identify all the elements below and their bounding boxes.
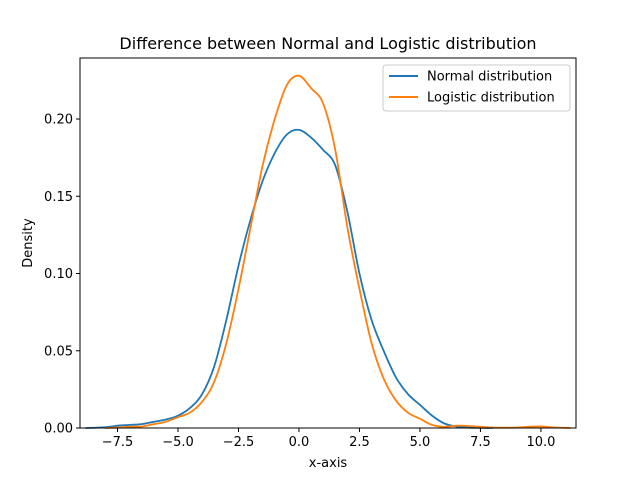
series-line-normal (85, 128, 494, 429)
y-axis-label: Density (21, 218, 36, 268)
x-tick-label: 2.5 (349, 435, 370, 450)
x-tick-label: 5.0 (410, 435, 431, 450)
y-tick-label: 0.20 (44, 113, 73, 128)
x-tick-label: 0.0 (289, 435, 310, 450)
series-line-logistic (104, 74, 571, 429)
x-tick-label: −5.0 (162, 435, 194, 450)
x-tick-label: −7.5 (102, 435, 134, 450)
legend: Normal distribution Logistic distributio… (382, 64, 571, 112)
series-layer (85, 74, 571, 429)
x-tick-label: 10.0 (526, 435, 555, 450)
x-axis-label: x-axis (309, 456, 348, 471)
plot-area (79, 57, 577, 429)
y-axis-ticks: 0.00 0.05 0.10 0.15 0.20 (44, 113, 80, 437)
legend-box (382, 64, 571, 112)
axes-frame (79, 57, 577, 429)
y-tick-label: 0.05 (44, 344, 73, 359)
legend-label-logistic: Logistic distribution (427, 91, 555, 106)
chart-title: Difference between Normal and Logistic d… (119, 34, 536, 53)
y-tick-label: 0.10 (44, 267, 73, 282)
x-tick-label: 7.5 (470, 435, 491, 450)
legend-label-normal: Normal distribution (427, 70, 552, 85)
y-tick-label: 0.15 (44, 190, 73, 205)
x-axis-ticks: −7.5 −5.0 −2.5 0.0 2.5 5.0 7.5 10.0 (102, 428, 555, 450)
y-tick-label: 0.00 (44, 422, 73, 437)
x-tick-label: −2.5 (223, 435, 255, 450)
